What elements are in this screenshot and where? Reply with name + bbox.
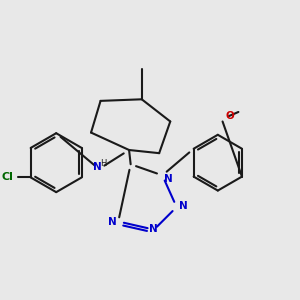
Text: N: N — [93, 162, 102, 172]
Text: N: N — [178, 201, 187, 212]
Text: N: N — [164, 173, 172, 184]
Text: N: N — [149, 224, 158, 234]
Text: O: O — [226, 111, 235, 121]
Text: Cl: Cl — [2, 172, 13, 182]
Text: N: N — [108, 217, 117, 227]
Text: H: H — [100, 159, 106, 168]
